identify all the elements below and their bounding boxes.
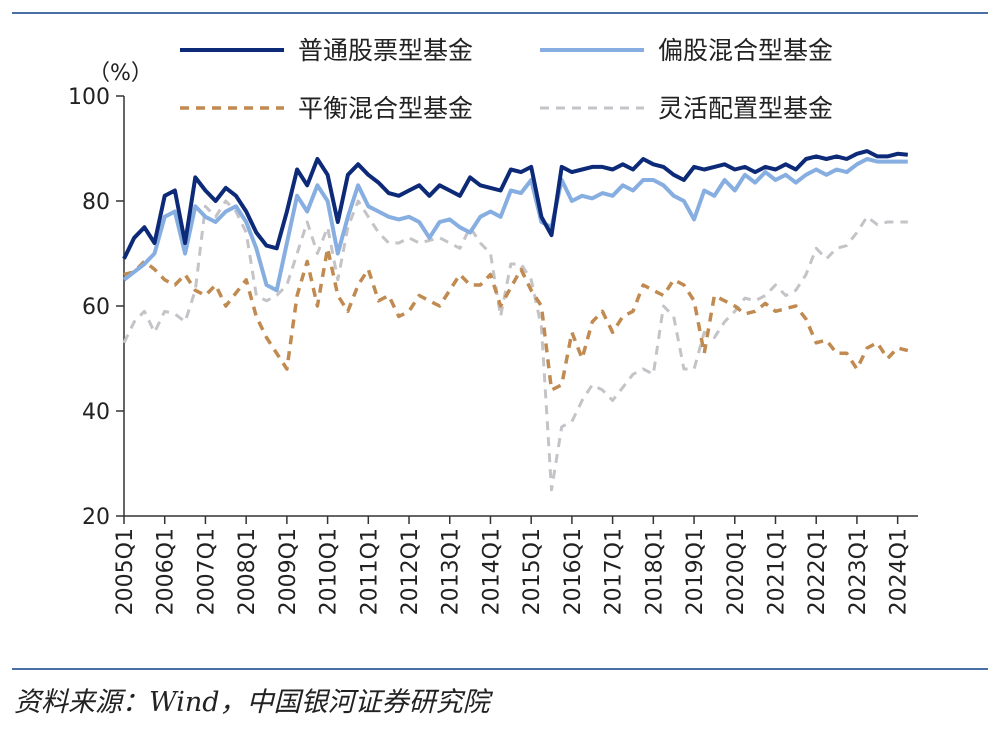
x-tick-label: 2006Q1 bbox=[154, 528, 179, 615]
x-tick-label: 2008Q1 bbox=[235, 528, 260, 615]
y-tick-label: 100 bbox=[68, 85, 110, 110]
x-tick-label: 2020Q1 bbox=[724, 528, 749, 615]
legend-label: 普通股票型基金 bbox=[298, 36, 473, 65]
x-tick-label: 2016Q1 bbox=[561, 528, 586, 615]
x-tick-label: 2023Q1 bbox=[846, 528, 871, 615]
x-tick-label: 2024Q1 bbox=[887, 528, 912, 615]
series-line bbox=[122, 157, 908, 293]
x-tick-label: 2005Q1 bbox=[113, 528, 138, 615]
series-line bbox=[123, 246, 909, 392]
legend-label: 偏股混合型基金 bbox=[658, 36, 833, 65]
source-note: 资料来源：Wind，中国银河证券研究院 bbox=[14, 687, 490, 718]
x-tick-label: 2019Q1 bbox=[683, 528, 708, 615]
x-tick-label: 2015Q1 bbox=[520, 528, 545, 615]
y-axis: 20 40 60 80 100 bbox=[68, 85, 125, 530]
bottom-rule bbox=[12, 668, 988, 670]
x-tick-label: 2011Q1 bbox=[357, 528, 382, 615]
y-tick-label: 80 bbox=[82, 190, 110, 215]
x-tick-label: 2014Q1 bbox=[479, 528, 504, 615]
y-unit-label: （%） bbox=[88, 61, 153, 86]
x-tick-label: 2007Q1 bbox=[194, 528, 219, 615]
y-tick-label: 40 bbox=[82, 400, 110, 425]
legend-label: 灵活配置型基金 bbox=[658, 94, 833, 123]
y-tick-label: 20 bbox=[82, 505, 110, 530]
plot-area bbox=[122, 149, 909, 492]
x-tick-label: 2013Q1 bbox=[439, 528, 464, 615]
x-tick-label: 2021Q1 bbox=[764, 528, 789, 615]
legend-label: 平衡混合型基金 bbox=[298, 94, 473, 123]
top-rule bbox=[12, 12, 988, 14]
x-tick-label: 2010Q1 bbox=[317, 528, 342, 615]
x-tick-label: 2009Q1 bbox=[276, 528, 301, 615]
x-tick-label: 2012Q1 bbox=[398, 528, 423, 615]
series-line bbox=[122, 199, 908, 492]
x-tick-label: 2022Q1 bbox=[805, 528, 830, 615]
series-line bbox=[122, 149, 908, 260]
y-tick-label: 60 bbox=[82, 295, 110, 320]
x-tick-label: 2018Q1 bbox=[642, 528, 667, 615]
x-axis: 2005Q1 2006Q1 2007Q1 2008Q1 2009Q1 2010Q1 2011… bbox=[113, 515, 918, 615]
x-tick-label: 2017Q1 bbox=[602, 528, 627, 615]
